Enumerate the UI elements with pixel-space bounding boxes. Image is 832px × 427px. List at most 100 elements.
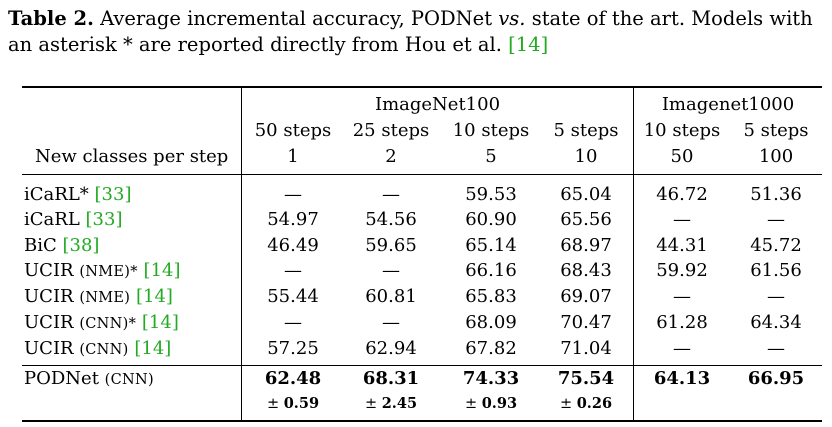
table-cell: 68.09 <box>465 312 517 333</box>
method-citation: [14] <box>134 338 172 359</box>
column-steps-header: 5 steps <box>743 120 809 141</box>
column-classes-header: 10 <box>574 146 598 167</box>
podnet-std: ± 0.26 <box>538 393 634 415</box>
table-cell: — <box>673 209 691 230</box>
method-citation: [14] <box>143 260 181 281</box>
method-citation: [33] <box>85 209 123 230</box>
method-citation: [38] <box>62 235 100 256</box>
column-steps-header: 50 steps <box>254 120 332 141</box>
podnet-cell: 66.95 <box>747 368 805 389</box>
table-cell: — <box>284 184 302 205</box>
method-label: UCIR <box>24 338 80 359</box>
bottom-rule <box>22 420 822 422</box>
caption-text-2: state of the art. Models with an asteris… <box>8 7 813 56</box>
table-cell: 59.92 <box>656 260 708 281</box>
method-name: UCIR (CNN)* [14] <box>24 312 179 335</box>
table-cell: 57.25 <box>267 338 319 359</box>
table-cell: — <box>382 184 400 205</box>
column-classes-header: 5 <box>485 146 497 167</box>
table-cell: — <box>767 286 785 307</box>
group-header-imagenet100: ImageNet100 <box>374 94 501 115</box>
table-cell: 54.56 <box>365 209 417 230</box>
method-label: iCaRL <box>24 209 80 230</box>
table-cell: 44.31 <box>656 235 708 256</box>
column-classes-header: 2 <box>385 146 397 167</box>
method-name: iCaRL [33] <box>24 209 122 231</box>
column-classes-header: 1 <box>287 146 299 167</box>
table-cell: 64.34 <box>750 312 802 333</box>
method-column-divider <box>241 88 242 420</box>
podnet-cell: 64.13 <box>653 368 711 389</box>
table-cell: 55.44 <box>267 286 319 307</box>
column-classes-header: 50 <box>670 146 694 167</box>
table-cell: 68.43 <box>560 260 612 281</box>
method-variant: (CNN) <box>79 342 129 358</box>
method-name: iCaRL* [33] <box>24 184 131 206</box>
column-steps-header: 5 steps <box>553 120 619 141</box>
table-cell: 70.47 <box>560 312 612 333</box>
table-cell: 54.97 <box>267 209 319 230</box>
top-rule <box>22 86 822 88</box>
pm-sign: ± <box>464 396 478 412</box>
method-label: UCIR <box>24 312 80 333</box>
row-label-header: New classes per step <box>35 146 229 167</box>
std-value: 0.26 <box>576 395 613 412</box>
method-label: iCaRL* <box>24 184 89 205</box>
table-cell: 61.28 <box>656 312 708 333</box>
column-steps-header: 10 steps <box>452 120 530 141</box>
column-classes-header: 100 <box>758 146 794 167</box>
table-cell: 60.81 <box>365 286 417 307</box>
table-cell: 46.49 <box>267 235 319 256</box>
method-citation: [33] <box>94 184 132 205</box>
table-cell: 65.56 <box>560 209 612 230</box>
header-rule <box>22 174 822 175</box>
table-cell: — <box>673 338 691 359</box>
podnet-std: ± 2.45 <box>343 393 439 415</box>
table-cell: — <box>382 312 400 333</box>
podnet-cell: 74.33 <box>462 368 520 389</box>
table-cell: — <box>767 338 785 359</box>
pm-sign: ± <box>364 396 378 412</box>
std-value: 0.93 <box>481 395 518 412</box>
table-cell: 71.04 <box>560 338 612 359</box>
table-cell: 65.14 <box>465 235 517 256</box>
caption-vs: vs. <box>498 7 526 30</box>
table-cell: 61.56 <box>750 260 802 281</box>
method-variant: (NME)* <box>79 264 138 280</box>
table-cell: 65.04 <box>560 184 612 205</box>
caption-text: Average incremental accuracy, PODNet <box>93 7 499 30</box>
podnet-cell: 62.48 <box>264 368 322 389</box>
table-cell: — <box>673 286 691 307</box>
method-name: UCIR (NME)* [14] <box>24 260 181 283</box>
std-value: 0.59 <box>283 395 320 412</box>
table-cell: 59.65 <box>365 235 417 256</box>
method-name: BiC [38] <box>24 235 99 257</box>
table-cell: 45.72 <box>750 235 802 256</box>
table-cell: 59.53 <box>465 184 517 205</box>
table-label: Table 2. <box>8 7 94 30</box>
method-label: PODNet <box>24 368 105 389</box>
podnet-std: ± 0.59 <box>245 393 341 415</box>
table-cell: 65.83 <box>465 286 517 307</box>
caption-citation: [14] <box>508 33 549 56</box>
table-cell: — <box>284 312 302 333</box>
table-cell: — <box>767 209 785 230</box>
std-value: 2.45 <box>381 395 418 412</box>
table-cell: 60.90 <box>465 209 517 230</box>
table-caption: Table 2. Average incremental accuracy, P… <box>8 6 826 58</box>
table-cell: 51.36 <box>750 184 802 205</box>
method-citation: [14] <box>141 312 179 333</box>
table-cell: — <box>382 260 400 281</box>
table-cell: 69.07 <box>560 286 612 307</box>
podnet-cell: 68.31 <box>362 368 420 389</box>
table-cell: 62.94 <box>365 338 417 359</box>
table-cell: — <box>284 260 302 281</box>
method-citation: [14] <box>136 286 173 307</box>
group-header-imagenet1000: Imagenet1000 <box>661 94 795 115</box>
pm-sign: ± <box>559 396 573 412</box>
method-variant: (CNN) <box>104 372 154 388</box>
table-cell: 66.16 <box>465 260 517 281</box>
method-name: UCIR (CNN) [14] <box>24 338 171 361</box>
table-cell: 68.97 <box>560 235 612 256</box>
column-steps-header: 25 steps <box>352 120 430 141</box>
